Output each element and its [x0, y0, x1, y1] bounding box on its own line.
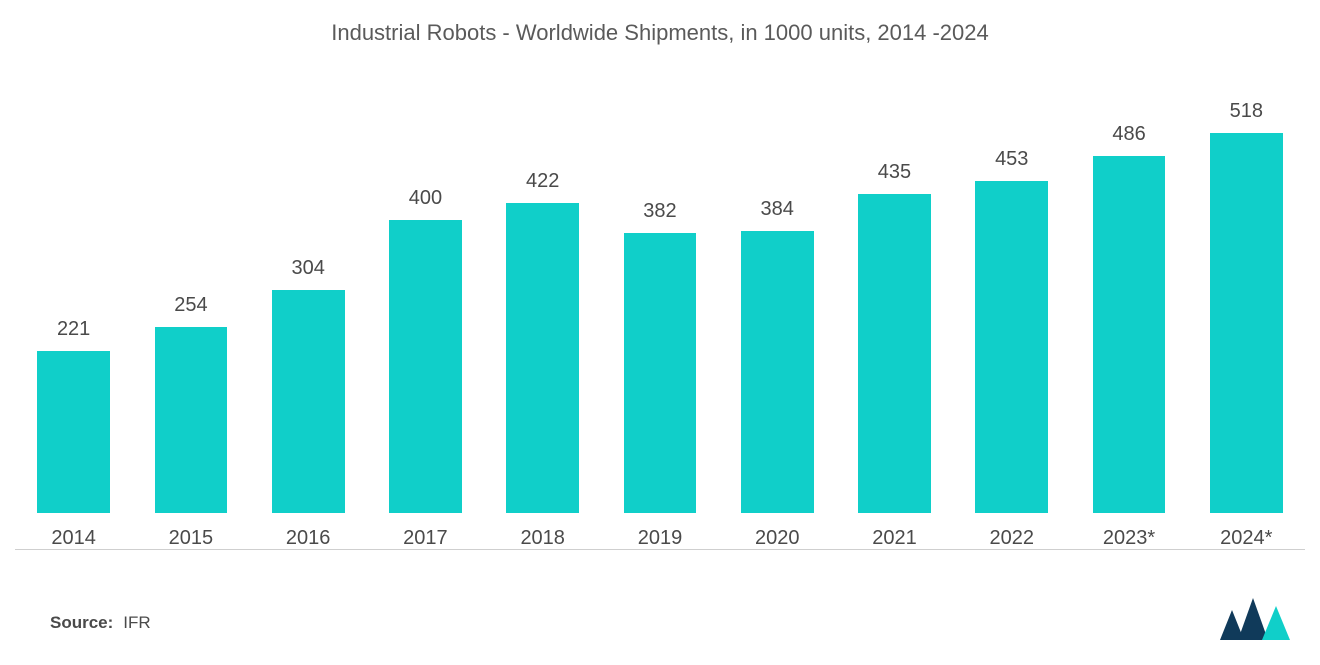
bar-rect — [741, 231, 814, 513]
bar-value-label: 304 — [291, 257, 324, 280]
bar-category-label: 2018 — [520, 527, 565, 550]
bar-slot: 382 2019 — [601, 90, 718, 550]
bar-category-label: 2019 — [638, 527, 683, 550]
x-axis-baseline — [15, 549, 1305, 550]
bar-slot: 400 2017 — [367, 90, 484, 550]
bar-value-label: 382 — [643, 200, 676, 223]
bar-value-label: 486 — [1112, 123, 1145, 146]
bar-category-label: 2022 — [990, 527, 1035, 550]
bar-category-label: 2017 — [403, 527, 448, 550]
bar-slot: 384 2020 — [719, 90, 836, 550]
bar-upper: 453 — [953, 90, 1070, 513]
plot-area: 221 2014 254 2015 304 2016 400 2017 422 2018 382 20… — [15, 90, 1305, 550]
source-label: Source: — [50, 613, 113, 633]
bar-slot: 518 2024* — [1188, 90, 1305, 550]
bar-upper: 518 — [1188, 90, 1305, 513]
bar-rect — [1093, 156, 1166, 513]
bar-upper: 221 — [15, 90, 132, 513]
bar-upper: 400 — [367, 90, 484, 513]
chart-title: Industrial Robots - Worldwide Shipments,… — [0, 20, 1320, 46]
bar-upper: 382 — [601, 90, 718, 513]
bar-upper: 384 — [719, 90, 836, 513]
bar-category-label: 2020 — [755, 527, 800, 550]
bar-value-label: 435 — [878, 161, 911, 184]
bar-category-label: 2016 — [286, 527, 331, 550]
bar-category-label: 2024* — [1220, 527, 1272, 550]
bar-rect — [155, 327, 228, 513]
bar-category-label: 2021 — [872, 527, 917, 550]
bar-rect — [506, 203, 579, 513]
source-line: Source: IFR — [50, 613, 151, 633]
bar-rect — [975, 181, 1048, 513]
bar-slot: 304 2016 — [250, 90, 367, 550]
bar-upper: 435 — [836, 90, 953, 513]
bar-value-label: 400 — [409, 187, 442, 210]
bar-slot: 486 2023* — [1070, 90, 1187, 550]
bar-value-label: 384 — [761, 198, 794, 221]
bar-category-label: 2023* — [1103, 527, 1155, 550]
bar-upper: 486 — [1070, 90, 1187, 513]
bar-value-label: 453 — [995, 148, 1028, 171]
bar-rect — [858, 194, 931, 513]
bar-value-label: 221 — [57, 318, 90, 341]
bar-slot: 221 2014 — [15, 90, 132, 550]
bar-category-label: 2015 — [169, 527, 214, 550]
bar-value-label: 254 — [174, 294, 207, 317]
bar-category-label: 2014 — [51, 527, 96, 550]
bar-rect — [389, 220, 462, 513]
bar-slot: 453 2022 — [953, 90, 1070, 550]
bar-slot: 435 2021 — [836, 90, 953, 550]
bar-rect — [37, 351, 110, 513]
bar-upper: 422 — [484, 90, 601, 513]
bar-value-label: 518 — [1230, 100, 1263, 123]
chart-container: Industrial Robots - Worldwide Shipments,… — [0, 0, 1320, 665]
source-value: IFR — [123, 613, 150, 633]
bar-slot: 254 2015 — [132, 90, 249, 550]
bar-upper: 304 — [250, 90, 367, 513]
bar-upper: 254 — [132, 90, 249, 513]
bar-slot: 422 2018 — [484, 90, 601, 550]
brand-logo — [1220, 598, 1290, 640]
bar-value-label: 422 — [526, 170, 559, 193]
bar-rect — [624, 233, 697, 513]
bar-rect — [1210, 133, 1283, 513]
bar-rect — [272, 290, 345, 513]
